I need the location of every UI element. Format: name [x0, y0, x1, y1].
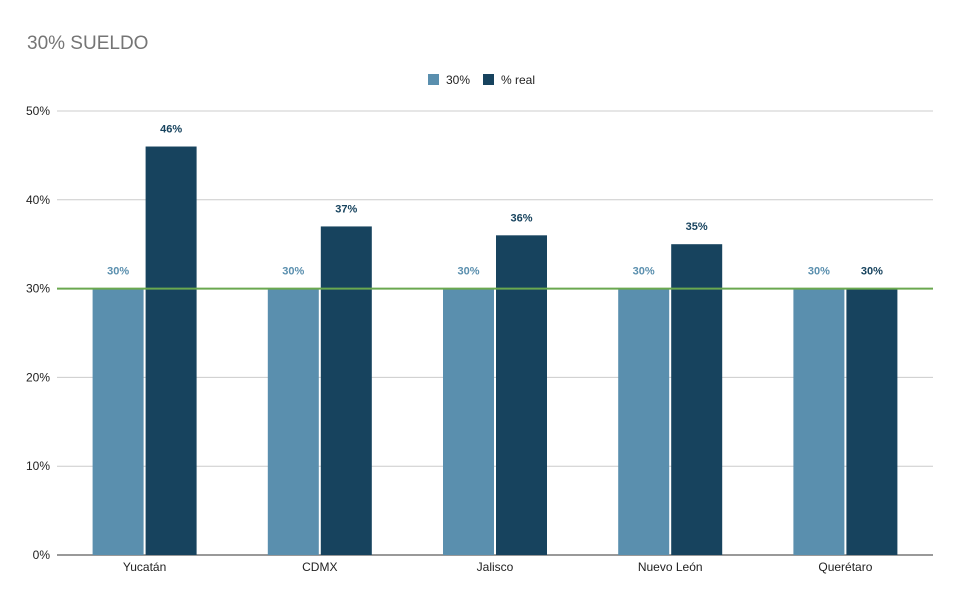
data-label: 37% — [335, 203, 357, 215]
y-axis: 0% 10% 20% 30% 40% 50% — [26, 104, 50, 562]
data-label: 30% — [633, 266, 655, 278]
y-tick-label: 50% — [26, 104, 50, 118]
x-category-label: CDMX — [302, 560, 337, 574]
bar-series-30 — [92, 288, 144, 555]
bar-series-30 — [267, 288, 319, 555]
bar-series-real — [145, 146, 197, 555]
bars — [92, 146, 898, 555]
legend: 30% % real — [428, 73, 535, 87]
bar-series-real — [496, 235, 547, 555]
legend-swatch — [483, 74, 494, 85]
y-tick-label: 0% — [33, 548, 51, 562]
data-label: 35% — [686, 221, 708, 233]
x-category-label: Jalisco — [477, 560, 514, 574]
data-label: 30% — [808, 266, 830, 278]
bar-series-30 — [793, 288, 845, 555]
x-category-label: Querétaro — [818, 560, 872, 574]
data-label: 30% — [457, 266, 479, 278]
chart-title: 30% SUELDO — [27, 33, 149, 54]
x-category-label: Nuevo León — [638, 560, 703, 574]
bar-series-real — [846, 288, 898, 555]
data-label: 36% — [510, 212, 532, 224]
bar-series-30 — [618, 288, 670, 555]
data-labels: 30% 46% 30% 37% 30% 36% 30% 35% 30% 30% — [107, 124, 883, 278]
data-label: 46% — [160, 124, 182, 136]
bar-series-real — [320, 226, 372, 555]
y-tick-label: 30% — [26, 282, 50, 296]
legend-label: 30% — [446, 73, 470, 87]
legend-label: % real — [501, 73, 535, 87]
x-category-label: Yucatán — [123, 560, 166, 574]
y-tick-label: 20% — [26, 370, 50, 384]
x-axis: Yucatán CDMX Jalisco Nuevo León Querétaro — [123, 560, 873, 574]
legend-swatch — [428, 74, 439, 85]
bar-series-real — [671, 244, 723, 555]
data-label: 30% — [861, 266, 883, 278]
y-tick-label: 40% — [26, 193, 50, 207]
data-label: 30% — [282, 266, 304, 278]
data-label: 30% — [107, 266, 129, 278]
bar-series-30 — [443, 288, 494, 555]
y-tick-label: 10% — [26, 459, 50, 473]
